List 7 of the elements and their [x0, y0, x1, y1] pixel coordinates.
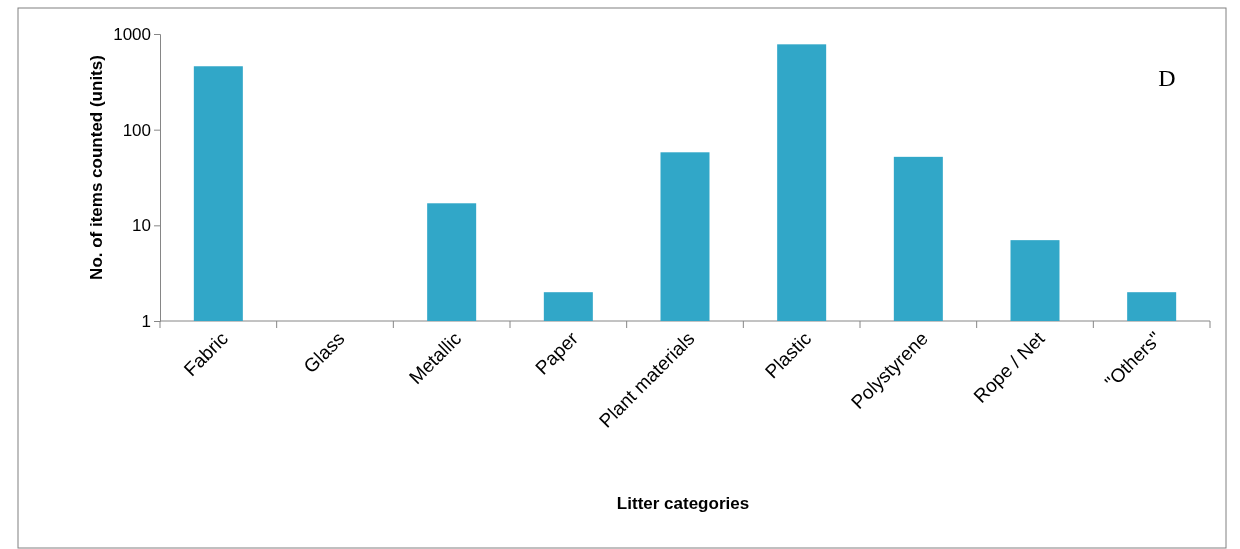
- y-tick-label: 1000: [113, 24, 151, 44]
- annotation: D: [1158, 65, 1176, 91]
- y-tick-label: 100: [122, 120, 151, 140]
- y-tick-label: 1: [141, 311, 151, 331]
- y-axis-title: No. of items counted (units): [87, 55, 106, 280]
- y-tick-label: 10: [132, 216, 151, 236]
- x-axis-title: Litter categories: [616, 494, 750, 513]
